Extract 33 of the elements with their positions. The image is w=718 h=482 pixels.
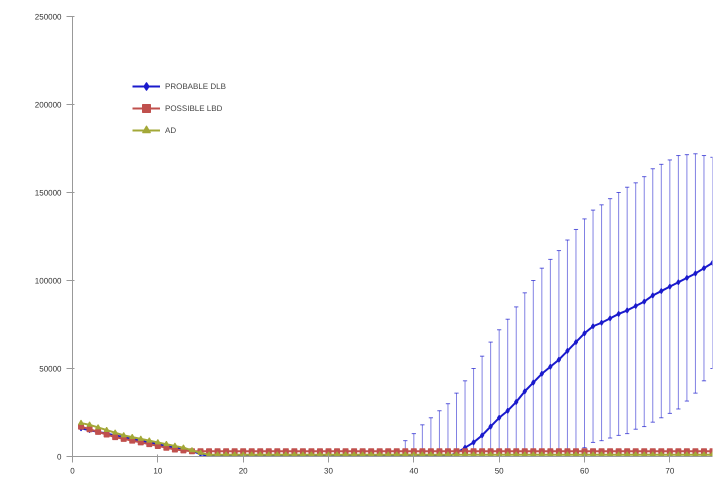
legend-label: AD [165,126,178,134]
y-tick-label: 250000 [34,12,62,22]
point [684,274,690,281]
point [565,348,570,354]
y-tick-label: 50000 [39,364,62,374]
y-tick-label: 150000 [34,188,62,198]
point [693,270,698,276]
point [556,356,562,363]
point [574,339,578,346]
x-tick-label: 50 [494,466,504,476]
x-tick-label: 40 [409,466,419,476]
point [590,323,596,330]
point [480,432,484,438]
point [608,315,612,322]
x-tick-label: 20 [238,466,248,476]
legend-label: PROBABLE DLB [165,82,226,90]
x-tick-label: 60 [580,466,590,476]
point [582,330,587,336]
point [548,364,553,370]
point [471,439,476,446]
point [599,320,604,326]
x-tick-label: 10 [153,466,163,476]
y-tick-label: 200000 [34,100,62,110]
y-tick-label: 0 [57,452,62,462]
point [616,310,621,317]
x-tick-label: 0 [70,466,76,476]
legend-label: POSSIBLE LBD [165,104,222,112]
x-tick-label: 30 [324,466,334,476]
x-tick-label: 70 [665,466,675,476]
point [702,265,706,272]
point [676,279,681,286]
point [488,424,493,430]
y-tick-label: 100000 [34,276,62,286]
